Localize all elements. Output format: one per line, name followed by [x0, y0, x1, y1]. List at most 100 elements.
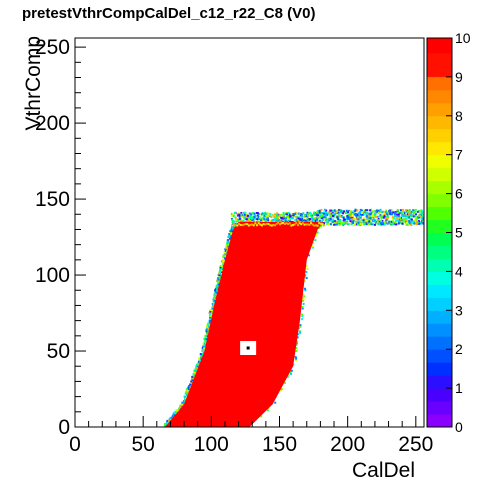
heat-cell-edge — [290, 224, 293, 227]
heat-cell-fringe — [226, 246, 229, 249]
heat-cell-plateau — [339, 222, 342, 225]
heat-cell-plateau — [242, 219, 245, 222]
heat-cell-fringe — [222, 258, 225, 261]
heat-cell-plateau — [265, 215, 268, 218]
heat-cell-plateau — [324, 218, 327, 221]
heat-cell-plateau — [331, 211, 334, 214]
heat-cell-plateau — [304, 219, 307, 222]
heat-cell-plateau — [366, 215, 369, 218]
heat-cell-fringe — [193, 371, 196, 374]
heat-cell-fringe — [188, 384, 191, 387]
heat-cell-plateau — [402, 220, 405, 223]
heat-cell-plateau — [339, 211, 342, 214]
heat-cell-plateau — [368, 220, 371, 223]
heat-cell-fringe — [222, 264, 225, 267]
heat-cell-fringe — [260, 415, 263, 418]
heat-cell-fringe — [204, 340, 207, 343]
heat-cell-fringe — [175, 409, 178, 412]
heat-cell-plateau — [238, 219, 241, 222]
heat-cell-fringe — [280, 389, 283, 392]
heat-cell-fringe — [214, 295, 217, 298]
heat-cell-fringe — [191, 375, 194, 378]
heat-cell-plateau — [420, 217, 423, 220]
heat-cell-plateau — [284, 218, 287, 221]
heat-cell-fringe — [174, 410, 177, 413]
heat-cell-plateau — [251, 212, 254, 215]
heat-cell-fringe — [294, 356, 297, 359]
heat-cell-fringe — [202, 342, 205, 345]
heat-cell-edge — [321, 222, 324, 225]
heat-cell-plateau — [372, 220, 375, 223]
colorbar-bin — [427, 375, 452, 389]
heat-cell-plateau — [258, 216, 261, 219]
heat-cell-plateau — [282, 213, 285, 216]
y-tick-label: 150 — [35, 188, 70, 211]
heat-cell-fringe — [213, 299, 216, 302]
heat-cell-plateau — [409, 213, 412, 216]
heat-cell-plateau — [324, 211, 327, 214]
heat-cell-plateau — [392, 221, 395, 224]
heat-cell-fringe — [224, 248, 227, 251]
heat-cell-plateau — [393, 214, 396, 217]
heat-cell-fringe — [204, 334, 207, 337]
heat-cell-plateau — [396, 218, 399, 221]
heat-cell-plateau — [386, 222, 389, 225]
heat-cell-fringe — [186, 392, 189, 395]
heat-cell-fringe — [302, 298, 305, 301]
heat-cell-plateau — [412, 215, 415, 218]
heat-cell-plateau — [407, 221, 410, 224]
heat-cell-fringe — [197, 362, 200, 365]
heat-cell-fringe — [211, 307, 214, 310]
heat-cell-plateau — [380, 223, 383, 226]
colorbar-bin — [427, 232, 452, 246]
heat-cell-fringe — [190, 381, 193, 384]
heat-cell-edge — [285, 222, 288, 225]
heat-cell-plateau — [250, 217, 253, 220]
heat-cell-plateau — [343, 218, 346, 221]
heat-cell-plateau — [419, 209, 422, 212]
heat-cell-plateau — [236, 214, 239, 217]
heat-cell-edge — [298, 222, 301, 225]
heat-cell-fringe — [213, 301, 216, 304]
heat-cell-plateau — [357, 218, 360, 221]
colorbar-bin — [427, 349, 452, 363]
heat-cell-plateau — [243, 211, 246, 214]
heat-cell-plateau — [346, 220, 349, 223]
heat-cell-fringe — [195, 368, 198, 371]
heat-cell-plateau — [252, 212, 255, 215]
heat-cell-plateau — [332, 218, 335, 221]
heat-cell-fringe — [266, 409, 269, 412]
heat-cell-fringe — [184, 398, 187, 401]
heat-cell-fringe — [211, 305, 214, 308]
heat-cell-fringe — [267, 407, 270, 410]
heat-cell-plateau — [370, 223, 373, 226]
heat-cell-fringe — [231, 229, 234, 232]
heat-cell-fringe — [296, 342, 299, 345]
heat-cell-plateau — [369, 216, 372, 219]
heat-cell-edge — [254, 222, 257, 225]
heat-cell-plateau — [327, 218, 330, 221]
heat-cell-plateau — [333, 223, 336, 226]
heat-cell-fringe — [180, 406, 183, 409]
colorbar: 0 1 2 3 4 5 6 7 8 9 10 — [426, 30, 471, 435]
heat-cell-fringe — [185, 397, 188, 400]
heat-cell-edge — [283, 222, 286, 225]
heat-cell-plateau — [368, 223, 371, 226]
heat-cell-fringe — [184, 392, 187, 395]
heat-cell-fringe — [231, 226, 234, 229]
heat-cell-edge — [246, 223, 249, 226]
heat-cell-fringe — [206, 327, 209, 330]
heat-cell-plateau — [363, 209, 366, 212]
heat-cell-plateau — [303, 219, 306, 222]
heat-cell-fringe — [186, 388, 189, 391]
heat-cell-plateau — [346, 217, 349, 220]
saturated-region — [164, 221, 324, 427]
heat-cell-fringe — [228, 233, 231, 236]
heat-cell-fringe — [319, 225, 322, 228]
heat-cell-fringe — [199, 359, 202, 362]
heat-cell-plateau — [397, 219, 400, 222]
colorbar-bin — [427, 206, 452, 221]
heat-cell-plateau — [395, 213, 398, 216]
heat-cell-fringe — [227, 236, 230, 239]
heat-cell-fringe — [218, 275, 221, 278]
